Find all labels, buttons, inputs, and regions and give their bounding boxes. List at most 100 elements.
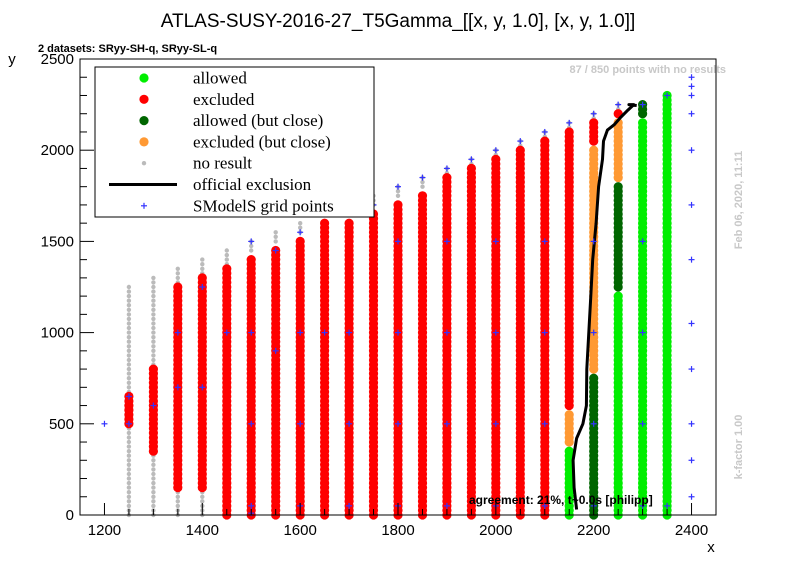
grid-point [664,92,671,99]
legend-label: SModelS grid points [193,196,334,215]
grid-point [590,238,597,245]
grid-point [395,183,401,190]
plot-marks [101,74,695,520]
no-result-point [151,289,156,294]
grid-point [321,329,328,336]
grid-point [297,420,304,427]
no-result-point [151,344,156,349]
grid-point [395,420,401,427]
legend-marker [139,73,149,83]
no-result-point [151,494,156,499]
allowed-point [613,291,623,301]
no-result-point [151,499,156,504]
no-result-point [126,476,132,481]
grid-point [150,402,157,409]
excluded-point [564,127,574,137]
no-result-point [175,275,180,281]
grid-point [346,502,353,509]
date-stamp: Feb 06, 2020, 11:11 [733,151,745,249]
no-result-point [126,303,132,308]
excluded-point [515,145,525,155]
no-result-point [151,298,156,303]
excluded-point [246,255,256,265]
grid-point [125,393,132,400]
no-result-point [200,262,205,267]
no-result-point [151,325,156,331]
no-result-point [151,321,156,326]
x-tick-label: 1800 [381,522,414,539]
legend-entry: excluded [139,90,255,109]
grid-point [590,110,597,117]
grid-point [395,238,401,245]
no-result-point [151,476,156,481]
legend-entry: no result [141,154,252,173]
grid-point [297,329,304,336]
no-result-point [151,490,156,495]
grid-point [688,457,695,464]
no-result-point [151,303,156,308]
no-result-point [126,357,132,363]
no-result-point [126,307,132,312]
y-tick-label: 2500 [41,51,74,68]
y-tick-label: 2000 [41,142,74,159]
no-result-point [126,494,132,499]
grid-point [566,119,573,126]
no-result-point [151,485,156,490]
excluded-point [173,282,183,292]
no-result-point [249,243,254,249]
no-result-point [151,480,156,486]
no-result-point [175,494,180,499]
x-tick-label: 2000 [479,522,512,539]
legend-entry: allowed [139,69,247,88]
no-result-point [126,339,132,344]
grid-point [174,384,181,391]
y-tick-label: 1500 [41,233,74,250]
y-tick-label: 500 [49,416,74,433]
x-tick-label: 1400 [186,522,219,539]
no-result-point [126,430,132,436]
grid-point [443,165,450,172]
grid-point [541,238,548,245]
grid-point [688,366,695,373]
no-result-point [126,289,132,294]
excluded-point [393,200,403,210]
grid-point [517,138,524,145]
grid-point [688,92,695,99]
no-result-point [126,312,132,317]
grid-point [468,156,475,163]
grid-point [199,284,206,290]
no-result-point [126,467,132,472]
grid-point [346,329,353,336]
legend-entry: excluded (but close) [139,132,331,151]
grid-point [688,110,695,117]
grid-point [639,101,646,108]
y-tick-label: 1000 [41,325,74,342]
excluded-point [417,191,428,201]
no-result-point [224,248,229,253]
no-result-point [420,179,425,185]
no-result-point [126,435,132,440]
no-result-point [126,503,132,509]
chart-subtitle: 2 datasets: SRyy-SH-q, SRyy-SL-q [38,43,217,55]
grid-point [443,420,450,427]
no-result-point [273,239,278,244]
grid-point [199,384,206,391]
legend-entry: official exclusion [109,175,312,194]
legend: allowed excluded allowed (but close) exclud… [94,66,375,218]
allowed-close-point [613,182,623,192]
grid-point [248,420,255,427]
x-tick-label: 1200 [88,522,121,539]
grid-point [174,329,181,336]
grid-point [492,329,499,336]
grid-point [101,420,108,427]
no-result-point [151,348,156,353]
allowed-point [638,118,648,128]
no-result-point [224,252,229,258]
excluded-point [540,136,550,146]
grid-point [541,502,548,509]
grid-point [272,247,279,254]
legend-entry: allowed (but close) [139,111,323,130]
x-tick-label: 2200 [577,522,610,539]
grid-point [688,83,695,90]
